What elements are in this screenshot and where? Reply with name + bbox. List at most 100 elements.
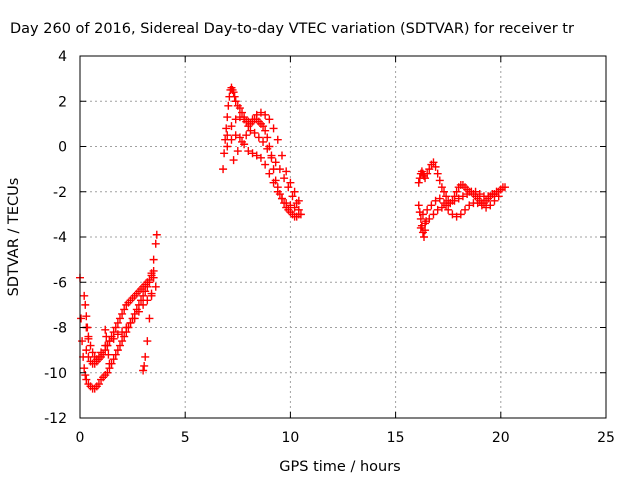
data-point — [439, 187, 448, 196]
data-point — [452, 212, 461, 221]
data-point — [222, 124, 231, 133]
data-point — [484, 192, 493, 201]
data-point — [416, 214, 425, 223]
data-point — [261, 110, 270, 119]
data-point — [223, 142, 232, 151]
data-point — [238, 108, 247, 117]
data-point — [261, 160, 270, 169]
data-points — [76, 83, 510, 393]
data-point — [439, 199, 448, 208]
data-point — [149, 266, 158, 275]
data-point — [141, 352, 150, 361]
data-point — [277, 194, 286, 203]
data-point — [475, 190, 484, 199]
data-point — [244, 117, 253, 126]
data-point — [101, 325, 110, 334]
data-point — [102, 332, 111, 341]
data-point — [223, 131, 232, 140]
data-point — [296, 210, 305, 219]
data-point — [109, 334, 118, 343]
data-point — [463, 190, 472, 199]
data-point — [139, 291, 148, 300]
data-point — [492, 187, 501, 196]
data-point — [152, 230, 161, 239]
data-point — [473, 199, 482, 208]
data-point — [259, 122, 268, 131]
data-point — [248, 149, 257, 158]
data-point — [435, 176, 444, 185]
data-point — [488, 190, 497, 199]
data-point — [139, 300, 148, 309]
data-point — [420, 233, 429, 241]
data-point — [224, 101, 233, 110]
data-point — [273, 135, 282, 144]
data-point — [433, 169, 442, 178]
data-point — [233, 147, 242, 156]
data-point — [290, 187, 299, 196]
data-point — [265, 169, 274, 178]
data-point — [227, 122, 236, 131]
data-point — [421, 174, 430, 183]
data-point — [105, 337, 114, 346]
data-point — [143, 296, 152, 305]
x-tick-label: 20 — [492, 430, 510, 446]
data-point — [433, 205, 442, 214]
data-point — [109, 328, 118, 337]
data-point — [109, 355, 118, 364]
data-point — [294, 205, 303, 214]
data-point — [429, 158, 438, 167]
series-cluster-1 — [76, 230, 161, 393]
data-point — [422, 217, 431, 226]
data-point — [450, 196, 459, 205]
data-point — [130, 314, 139, 323]
data-point — [149, 273, 158, 282]
x-axis-label: GPS time / hours — [279, 459, 400, 475]
data-point — [280, 174, 289, 183]
data-point — [235, 104, 244, 113]
data-point — [82, 375, 91, 384]
data-point — [229, 88, 238, 97]
data-point — [244, 147, 253, 156]
data-point — [231, 97, 240, 106]
data-point — [458, 192, 467, 201]
data-point — [452, 187, 461, 196]
data-point — [111, 350, 120, 359]
data-point — [113, 346, 122, 355]
data-point — [501, 183, 510, 192]
data-point — [86, 341, 95, 350]
data-point — [78, 337, 87, 346]
data-point — [118, 309, 127, 318]
data-point — [256, 108, 265, 117]
data-point — [429, 210, 438, 219]
data-point — [80, 291, 89, 300]
data-point — [103, 341, 112, 350]
data-point — [120, 332, 129, 341]
data-point — [263, 144, 272, 153]
data-point — [252, 110, 261, 119]
data-point — [427, 201, 436, 210]
data-point — [134, 307, 143, 316]
plot-frame — [79, 55, 607, 419]
data-point — [111, 323, 120, 332]
data-point — [250, 128, 259, 137]
data-point — [423, 205, 432, 214]
data-point — [235, 133, 244, 142]
x-tick-label: 15 — [387, 430, 405, 446]
data-point — [286, 201, 295, 210]
data-point — [115, 314, 124, 323]
data-point — [494, 192, 503, 201]
data-point — [113, 330, 122, 339]
x-tick-label: 5 — [181, 430, 190, 446]
data-point — [269, 178, 278, 187]
data-point — [423, 169, 432, 178]
x-tick-label: 0 — [76, 430, 85, 446]
series-cluster-3 — [414, 158, 510, 241]
data-point — [259, 137, 268, 146]
data-point — [271, 158, 280, 167]
data-point — [252, 151, 261, 160]
data-point — [235, 113, 244, 122]
data-point — [448, 210, 457, 219]
data-point — [465, 201, 474, 210]
data-point — [261, 126, 270, 135]
